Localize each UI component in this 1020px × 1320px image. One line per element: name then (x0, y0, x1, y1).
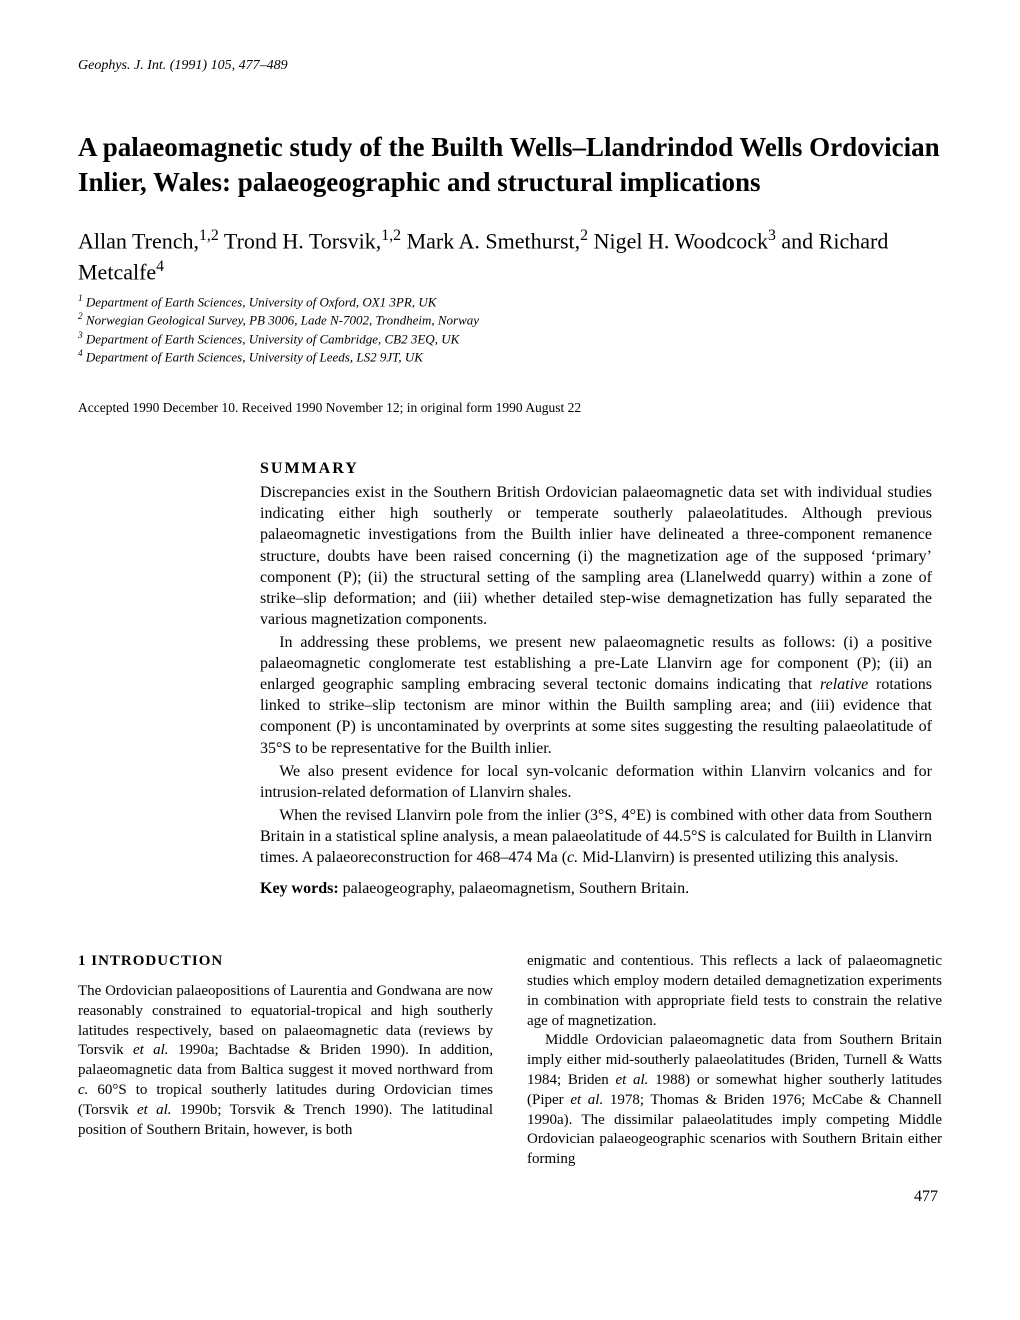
affiliation-line: 1 1 Department of Earth Sciences, Univer… (78, 293, 942, 311)
author-list: Allan Trench,1,2 Trond H. Torsvik,1,2 Ma… (78, 225, 942, 287)
affiliation-line: 4 Department of Earth Sciences, Universi… (78, 348, 942, 366)
page: Geophys. J. Int. (1991) 105, 477–489 A p… (0, 0, 1020, 1246)
summary-block: SUMMARY Discrepancies exist in the South… (260, 460, 932, 898)
keywords: Key words: palaeogeography, palaeomagnet… (260, 880, 932, 898)
summary-heading: SUMMARY (260, 460, 932, 478)
body-paragraph: The Ordovician palaeopositions of Lauren… (78, 982, 493, 1140)
summary-paragraph: When the revised Llanvirn pole from the … (260, 805, 932, 868)
keywords-label: Key words: (260, 880, 339, 897)
accepted-line: Accepted 1990 December 10. Received 1990… (78, 400, 942, 416)
left-column: 1 INTRODUCTION The Ordovician palaeoposi… (78, 952, 493, 1170)
body-two-column: 1 INTRODUCTION The Ordovician palaeoposi… (78, 952, 942, 1170)
summary-paragraph: Discrepancies exist in the Southern Brit… (260, 482, 932, 630)
affiliation-line: 3 Department of Earth Sciences, Universi… (78, 330, 942, 348)
summary-paragraph: In addressing these problems, we present… (260, 632, 932, 759)
page-number: 477 (78, 1188, 942, 1206)
keywords-text: palaeogeography, palaeomagnetism, Southe… (339, 880, 689, 897)
article-title: A palaeomagnetic study of the Builth Wel… (78, 130, 942, 199)
section-heading: 1 INTRODUCTION (78, 952, 493, 972)
journal-reference: Geophys. J. Int. (1991) 105, 477–489 (78, 58, 942, 74)
affiliation-line: 2 Norwegian Geological Survey, PB 3006, … (78, 311, 942, 329)
right-column: enigmatic and contentious. This reflects… (527, 952, 942, 1170)
body-paragraph: enigmatic and contentious. This reflects… (527, 952, 942, 1031)
affiliations: 1 1 Department of Earth Sciences, Univer… (78, 293, 942, 366)
summary-paragraph: We also present evidence for local syn-v… (260, 761, 932, 803)
body-paragraph: Middle Ordovician palaeomagnetic data fr… (527, 1031, 942, 1170)
